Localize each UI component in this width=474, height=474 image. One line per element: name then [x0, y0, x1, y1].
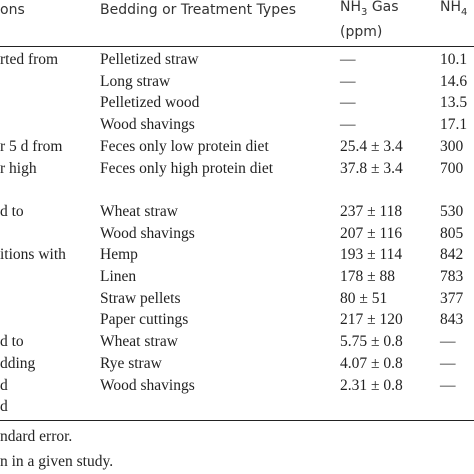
table-cell: —	[340, 94, 356, 112]
bottom-rule	[0, 420, 474, 421]
table-cell: rted from	[0, 51, 59, 68]
table-cell: 37.8 ± 3.4	[340, 159, 403, 177]
table-cell: 842	[440, 246, 464, 264]
table-cell: 25.4 ± 3.4	[340, 137, 403, 155]
table-cell: 300	[440, 137, 464, 155]
header-cell: Bedding or Treatment Types	[100, 2, 296, 18]
table-cell: Long straw	[100, 72, 171, 90]
table-cell: 17.1	[440, 116, 468, 134]
table-cell: d	[0, 376, 8, 394]
table-cell: —	[440, 333, 456, 351]
table-cell: 207 ± 116	[340, 224, 403, 242]
table-cell: Pelletized straw	[100, 51, 199, 68]
header-subscript: 3	[361, 6, 368, 18]
table-cell: 783	[440, 268, 464, 285]
table-cell: Wheat straw	[100, 333, 178, 351]
table-cell: —	[440, 376, 456, 394]
header-rule	[0, 46, 474, 47]
header-cell: (ppm)	[340, 24, 383, 40]
table-cell: 10.1	[440, 51, 468, 68]
table-cell: Linen	[100, 268, 137, 285]
table-cell: Wood shavings	[100, 376, 195, 394]
table-cell: 530	[440, 202, 464, 220]
table-cell: 700	[440, 159, 464, 177]
table-cell: r high	[0, 159, 37, 177]
table-cell: Feces only high protein diet	[100, 159, 274, 177]
table-cell: 2.31 ± 0.8	[340, 376, 403, 394]
header-cell: NH4	[440, 0, 467, 22]
table-cell: 13.5	[440, 94, 468, 112]
table-cell: d to	[0, 202, 24, 220]
table-cell: —	[340, 116, 356, 134]
footnote: n in a given study.	[0, 453, 114, 470]
header-cell: NH3 Gas	[340, 0, 399, 22]
table-cell: dding	[0, 354, 36, 372]
table-cell: 14.6	[440, 72, 468, 90]
table-cell: 217 ± 120	[340, 311, 403, 329]
table-cell: Straw pellets	[100, 289, 181, 307]
table-cell: 4.07 ± 0.8	[340, 354, 403, 372]
header-text: Gas	[367, 0, 399, 16]
table-cell: —	[440, 354, 456, 372]
table-cell: d to	[0, 333, 24, 351]
table-cell: Rye straw	[100, 354, 162, 372]
table-cell: 805	[440, 224, 464, 242]
table-cell: —	[340, 51, 356, 68]
table-cell: 193 ± 114	[340, 246, 403, 264]
table-cell: Wood shavings	[100, 224, 195, 242]
table-cell: 377	[440, 289, 464, 307]
table-cell: Wheat straw	[100, 202, 178, 220]
footnote: ndard error.	[0, 428, 73, 445]
table-cell: Hemp	[100, 246, 138, 264]
table-cell: r 5 d from	[0, 137, 63, 155]
table-cell: 843	[440, 311, 464, 329]
table-cell: 80 ± 51	[340, 289, 388, 307]
table-cell: 178 ± 88	[340, 268, 396, 285]
table-cell: Pelletized wood	[100, 94, 200, 112]
table-cell: Paper cuttings	[100, 311, 189, 329]
header-subscript: 4	[461, 6, 468, 18]
header-text: NH	[340, 0, 361, 16]
table-cell: Feces only low protein diet	[100, 137, 269, 155]
table-cell: 5.75 ± 0.8	[340, 333, 403, 351]
header-cell: ons	[0, 2, 25, 18]
header-text: NH	[440, 0, 461, 16]
table-cell: 237 ± 118	[340, 202, 403, 220]
table-cell: itions with	[0, 246, 66, 264]
table-cell: —	[340, 72, 356, 90]
table-cell: d	[0, 398, 8, 416]
table-cell: Wood shavings	[100, 116, 195, 134]
